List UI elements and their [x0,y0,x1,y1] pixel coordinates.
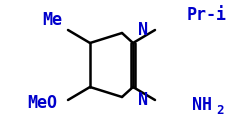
Text: 2: 2 [216,103,223,117]
Text: Me: Me [42,11,62,29]
Text: MeO: MeO [27,94,57,112]
Text: N: N [138,21,148,39]
Text: Pr-i: Pr-i [187,6,227,24]
Text: N: N [138,91,148,109]
Text: NH: NH [192,96,212,114]
